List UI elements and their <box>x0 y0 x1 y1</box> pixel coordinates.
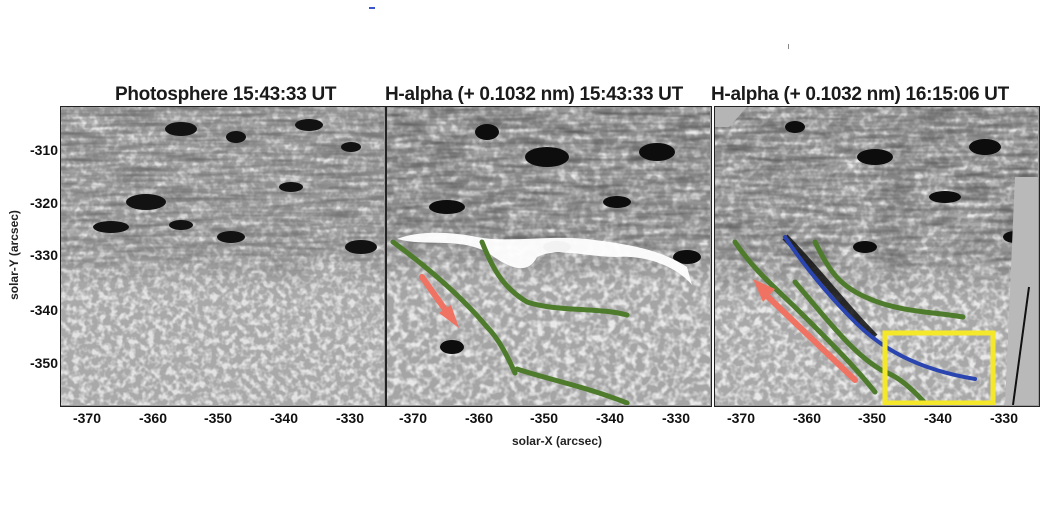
x-tick-label: -350 <box>203 410 233 426</box>
frame-grey-corner-top-left <box>715 107 747 127</box>
red-arrow-head <box>753 279 775 302</box>
green-line-bottom <box>514 366 630 405</box>
x-tick-label: -360 <box>464 410 494 426</box>
x-tick-label: -350 <box>857 410 887 426</box>
x-tick-label: -340 <box>269 410 299 426</box>
x-tick-label: -370 <box>72 410 102 426</box>
panel-1-title: Photosphere 15:43:33 UT <box>115 84 337 105</box>
frame-grey-edge-right <box>1005 177 1038 405</box>
decorative-dot-mark <box>788 44 789 49</box>
decorative-dash-mark <box>369 7 375 9</box>
green-line-mid <box>792 279 928 405</box>
y-tick-label: -310 <box>29 142 58 158</box>
x-tick-label: -350 <box>529 410 559 426</box>
dark-pore-features <box>93 119 377 254</box>
green-line-right <box>812 239 966 320</box>
x-tick-label: -360 <box>138 410 168 426</box>
x-tick-label: -330 <box>989 410 1019 426</box>
red-arrow-head <box>439 305 459 328</box>
y-tick-label: -340 <box>29 302 58 318</box>
y-tick-label: -320 <box>29 195 58 211</box>
bright-emission-region <box>397 232 692 285</box>
blue-line <box>783 235 977 381</box>
green-line-left <box>732 239 878 395</box>
yellow-highlight-box <box>882 330 996 405</box>
y-tick-label: -330 <box>29 247 58 263</box>
x-tick-label: -340 <box>595 410 625 426</box>
y-axis-title: solar-Y (arcsec) <box>7 210 21 300</box>
x-tick-label: -330 <box>661 410 691 426</box>
red-arrow-shaft <box>419 274 452 318</box>
red-arrow-shaft <box>760 289 858 383</box>
halpha-late-panel <box>714 106 1040 407</box>
frame-edge-line <box>1012 286 1030 405</box>
x-axis-title: solar-X (arcsec) <box>511 434 603 448</box>
green-line-left <box>390 239 518 376</box>
green-line-right <box>479 239 630 318</box>
dark-elongated-filament <box>782 234 878 340</box>
x-tick-label: -370 <box>398 410 428 426</box>
panel-2-title: H-alpha (+ 0.1032 nm) 15:43:33 UT <box>385 84 683 105</box>
dark-absorption-features <box>785 121 1027 253</box>
x-tick-label: -370 <box>726 410 756 426</box>
panel-3-title: H-alpha (+ 0.1032 nm) 16:15:06 UT <box>711 84 1009 105</box>
y-tick-label: -350 <box>29 355 58 371</box>
x-tick-label: -360 <box>792 410 822 426</box>
x-tick-label: -340 <box>923 410 953 426</box>
photosphere-panel <box>60 106 386 407</box>
x-tick-label: -330 <box>335 410 365 426</box>
halpha-early-panel <box>386 106 712 407</box>
